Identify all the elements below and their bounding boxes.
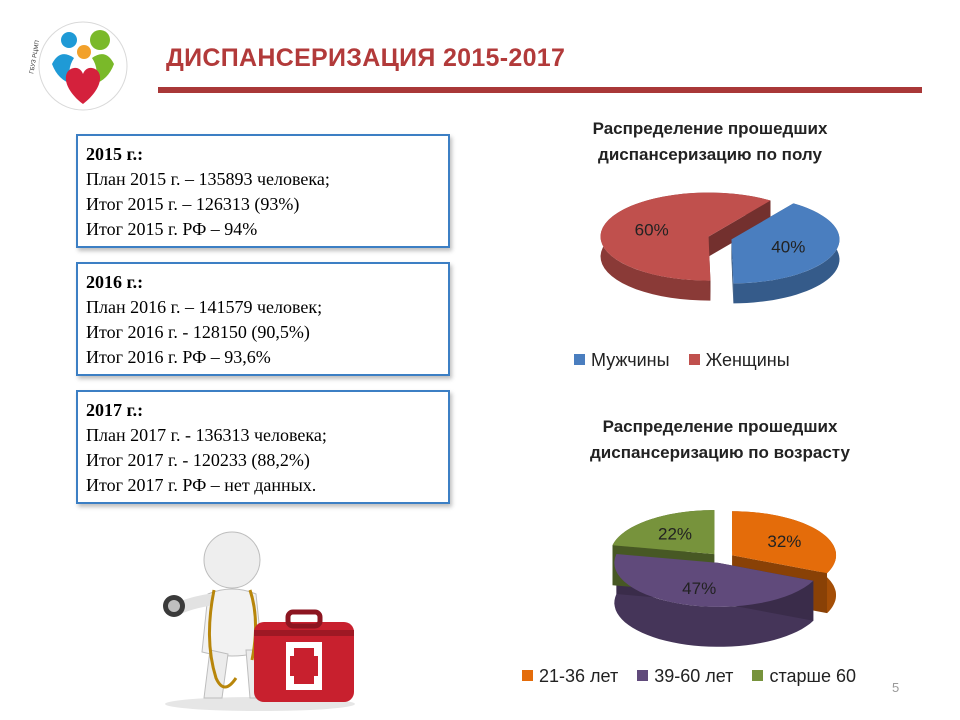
box-line: Итог 2017 г. - 120233 (88,2%) — [86, 450, 310, 470]
box-line: План 2016 г. – 141579 человек; — [86, 297, 323, 317]
pie-slice-wall — [731, 239, 734, 304]
gender-chart-title: Распределение прошедших диспансеризацию … — [520, 116, 900, 168]
legend-label: старше 60 — [769, 666, 856, 686]
legend-item: 39-60 лет — [637, 666, 733, 686]
title-underline — [158, 87, 922, 93]
doctor-figure-with-first-aid-kit-icon — [163, 531, 355, 711]
legend-label: Женщины — [705, 350, 790, 370]
pie-data-label: 22% — [658, 525, 692, 544]
slide-title: ДИСПАНСЕРИЗАЦИЯ 2015-2017 — [166, 44, 566, 72]
pie-data-label: 60% — [635, 221, 669, 240]
legend-swatch — [522, 670, 533, 681]
pie-data-label: 40% — [771, 238, 805, 257]
box-line: Итог 2016 г. РФ – 93,6% — [86, 347, 271, 367]
svg-text:ГБУЗ РЦМП: ГБУЗ РЦМП — [29, 40, 41, 74]
chart-title-line: Распределение прошедших — [592, 119, 828, 138]
info-box-2017: 2017 г.: План 2017 г. - 136313 человека;… — [76, 390, 450, 504]
legend-label: 39-60 лет — [654, 666, 734, 686]
age-pie-chart: 32% 47% 22% — [612, 510, 837, 647]
pie-data-label: 47% — [682, 579, 716, 598]
box-line: Итог 2015 г. РФ – 94% — [86, 219, 258, 239]
slide-number: 5 — [892, 680, 900, 695]
legend-item: старше 60 — [752, 666, 856, 686]
chart-title-line: Распределение прошедших — [602, 417, 838, 436]
box-line: План 2017 г. - 136313 человека; — [86, 425, 327, 445]
pie-slice-старше 60 — [612, 510, 715, 555]
gender-chart-legend: Мужчины Женщины — [574, 350, 804, 371]
pie-slice-wall — [708, 200, 771, 257]
chart-title-line: диспансеризацию по возрасту — [590, 443, 850, 462]
age-chart-legend: 21-36 лет 39-60 лет старше 60 — [522, 666, 870, 687]
box-line: Итог 2016 г. - 128150 (90,5%) — [86, 322, 310, 342]
pie-slice-21-36 лет — [732, 511, 837, 574]
box-year: 2017 г.: — [86, 400, 144, 420]
legend-item: 21-36 лет — [522, 666, 618, 686]
pie-data-label: 32% — [767, 532, 801, 551]
box-year: 2016 г.: — [86, 272, 144, 292]
legend-item: Женщины — [688, 350, 790, 370]
legend-swatch — [574, 354, 585, 365]
box-line: Итог 2017 г. РФ – нет данных. — [86, 475, 317, 495]
legend-swatch — [688, 354, 700, 365]
pie-slice-39-60 лет — [614, 553, 814, 607]
gender-pie-chart: 40% 60% — [600, 192, 840, 304]
info-box-2016: 2016 г.: План 2016 г. – 141579 человек; … — [76, 262, 450, 376]
chart-title-line: диспансеризацию по полу — [598, 145, 822, 164]
info-box-2015: 2015 г.: План 2015 г. – 135893 человека;… — [76, 134, 450, 248]
pie-slice-Мужчины — [731, 203, 840, 284]
pie-slice-Женщины — [600, 192, 771, 281]
legend-label: Мужчины — [591, 350, 670, 370]
family-heart-logo-icon: ГБУЗ РЦМП — [29, 21, 128, 111]
box-line: План 2015 г. – 135893 человека; — [86, 169, 330, 189]
legend-item: Мужчины — [574, 350, 670, 370]
box-year: 2015 г.: — [86, 144, 144, 164]
legend-swatch — [752, 670, 764, 681]
legend-label: 21-36 лет — [539, 666, 619, 686]
legend-swatch — [637, 670, 649, 681]
pie-slice-side — [614, 554, 814, 647]
age-chart-title: Распределение прошедших диспансеризацию … — [530, 414, 910, 466]
box-line: Итог 2015 г. – 126313 (93%) — [86, 194, 300, 214]
